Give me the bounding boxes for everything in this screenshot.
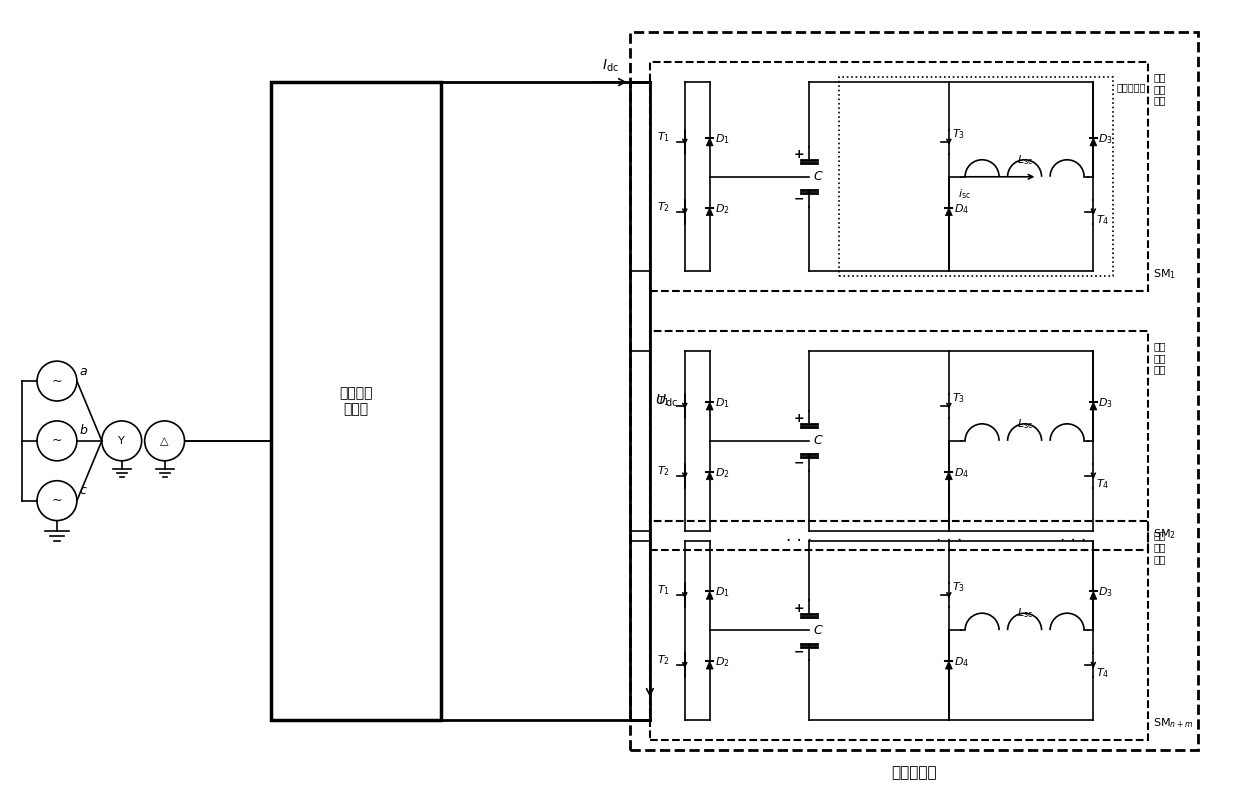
Text: +: + <box>794 602 805 615</box>
Text: −: − <box>794 457 805 469</box>
Circle shape <box>145 421 185 461</box>
Text: $T_4$: $T_4$ <box>1096 666 1110 680</box>
Text: +: + <box>794 413 805 425</box>
Bar <box>630 32 1198 750</box>
Text: $D_2$: $D_2$ <box>714 655 729 669</box>
Bar <box>272 83 440 720</box>
Text: $T_1$: $T_1$ <box>657 394 670 408</box>
Circle shape <box>37 421 77 461</box>
Text: $T_4$: $T_4$ <box>1096 477 1110 490</box>
Text: $D_3$: $D_3$ <box>1099 132 1114 146</box>
Text: Y: Y <box>118 436 125 446</box>
Text: $L_{\mathrm{sc}}$: $L_{\mathrm{sc}}$ <box>1017 606 1033 620</box>
Text: ~: ~ <box>52 434 62 448</box>
Text: $\mathrm{SM}_1$: $\mathrm{SM}_1$ <box>1153 268 1177 281</box>
Text: $T_4$: $T_4$ <box>1096 213 1110 227</box>
Text: $D_4$: $D_4$ <box>954 466 968 480</box>
Text: b: b <box>79 425 88 437</box>
Text: +: + <box>794 148 805 161</box>
Bar <box>839 77 1114 276</box>
Text: 电压源型
换流器: 电压源型 换流器 <box>340 386 373 416</box>
Text: . . .: . . . <box>786 526 812 545</box>
Text: $D_2$: $D_2$ <box>714 202 729 215</box>
Polygon shape <box>945 207 952 215</box>
Polygon shape <box>945 472 952 480</box>
Polygon shape <box>1090 402 1097 410</box>
Bar <box>650 62 1148 292</box>
Text: −: − <box>794 646 805 658</box>
Text: $i_{\mathrm{sc}}$: $i_{\mathrm{sc}}$ <box>957 187 971 200</box>
Text: $T_2$: $T_2$ <box>657 464 670 477</box>
Polygon shape <box>707 402 713 410</box>
Polygon shape <box>1090 138 1097 146</box>
Polygon shape <box>945 661 952 669</box>
Polygon shape <box>707 591 713 599</box>
Polygon shape <box>707 138 713 146</box>
Text: ~: ~ <box>52 375 62 388</box>
Text: $T_1$: $T_1$ <box>657 130 670 144</box>
Text: $T_2$: $T_2$ <box>657 199 670 214</box>
Polygon shape <box>707 207 713 215</box>
Text: 斩波
器子
模块: 斩波 器子 模块 <box>1153 72 1166 106</box>
Bar <box>650 521 1148 740</box>
Text: $D_4$: $D_4$ <box>954 655 968 669</box>
Circle shape <box>37 361 77 401</box>
Text: a: a <box>79 364 88 377</box>
Text: ~: ~ <box>52 494 62 507</box>
Polygon shape <box>707 661 713 669</box>
Text: $T_3$: $T_3$ <box>952 581 965 594</box>
Text: . . .: . . . <box>936 526 962 545</box>
Text: $T_3$: $T_3$ <box>952 391 965 405</box>
Text: 斩波
器子
模块: 斩波 器子 模块 <box>1153 341 1166 374</box>
Text: $T_2$: $T_2$ <box>657 653 670 667</box>
Text: $\mathrm{SM}_2$: $\mathrm{SM}_2$ <box>1153 527 1176 541</box>
Circle shape <box>37 481 77 521</box>
Text: $D_1$: $D_1$ <box>714 396 729 410</box>
Text: $D_3$: $D_3$ <box>1099 586 1114 599</box>
Text: $T_1$: $T_1$ <box>657 583 670 598</box>
Text: $\mathrm{SM}_{n+m}$: $\mathrm{SM}_{n+m}$ <box>1153 716 1193 730</box>
Text: c: c <box>79 484 87 497</box>
Polygon shape <box>1090 591 1097 599</box>
Text: $T_3$: $T_3$ <box>952 127 965 141</box>
Text: −: − <box>794 192 805 205</box>
Text: 单相斩波器: 单相斩波器 <box>1116 83 1146 92</box>
Text: $I_{\mathrm{dc}}$: $I_{\mathrm{dc}}$ <box>601 58 619 74</box>
Text: $C$: $C$ <box>813 624 825 637</box>
Text: $D_1$: $D_1$ <box>714 586 729 599</box>
Text: $C$: $C$ <box>813 171 825 183</box>
Text: $L_{\mathrm{sc}}$: $L_{\mathrm{sc}}$ <box>1017 417 1033 431</box>
Text: $D_3$: $D_3$ <box>1099 396 1114 410</box>
Text: $U_{\mathrm{dc}}$: $U_{\mathrm{dc}}$ <box>655 392 678 409</box>
Text: △: △ <box>160 436 169 446</box>
Text: $D_2$: $D_2$ <box>714 466 729 480</box>
Text: $L_{\mathrm{sc}}$: $L_{\mathrm{sc}}$ <box>1017 153 1033 167</box>
Circle shape <box>102 421 141 461</box>
Text: $C$: $C$ <box>813 434 825 448</box>
Text: $D_4$: $D_4$ <box>954 202 968 215</box>
Bar <box>650 332 1148 550</box>
Text: 斩波
器子
模块: 斩波 器子 模块 <box>1153 530 1166 564</box>
Text: $D_1$: $D_1$ <box>714 132 729 146</box>
Polygon shape <box>707 472 713 480</box>
Text: 新型斩波器: 新型斩波器 <box>892 765 936 779</box>
Text: . . .: . . . <box>1060 526 1086 545</box>
